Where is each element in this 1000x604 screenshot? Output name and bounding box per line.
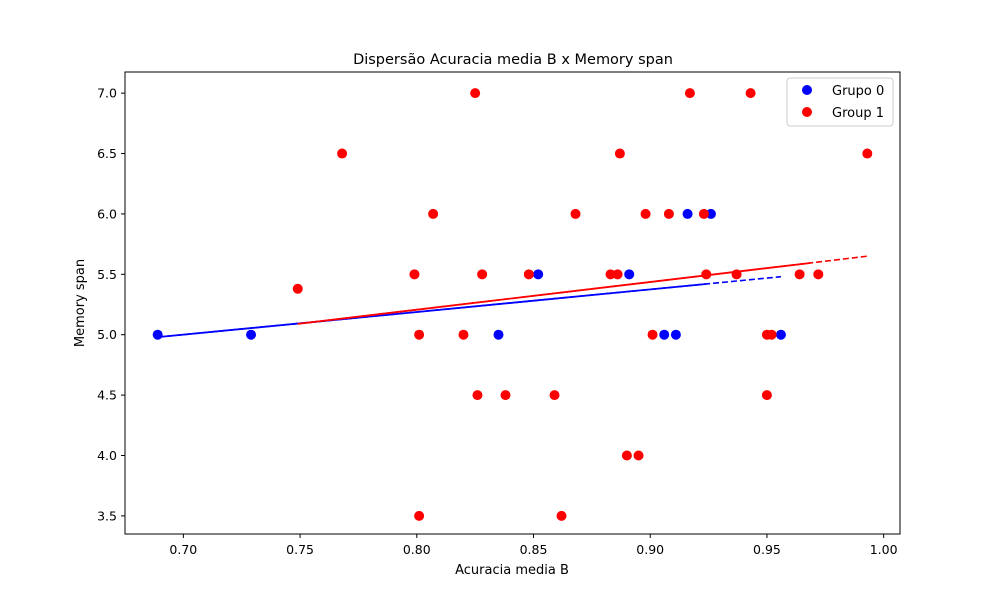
data-point-group-1 — [701, 269, 712, 280]
data-point-group-1 — [428, 208, 439, 219]
y-tick-label: 5.0 — [97, 327, 117, 342]
data-point-group-1 — [337, 148, 348, 159]
x-tick-label: 1.00 — [870, 542, 898, 557]
legend-marker-group-1 — [802, 107, 812, 117]
data-point-group-1 — [761, 390, 772, 401]
data-point-group-1 — [745, 88, 756, 99]
trend-lines-layer — [157, 255, 868, 339]
trend-line-grupo-0-solid — [157, 283, 707, 339]
data-point-group-1 — [663, 208, 674, 219]
y-tick-label: 7.0 — [97, 86, 117, 101]
data-point-grupo-0 — [682, 208, 693, 219]
data-point-group-1 — [633, 450, 644, 461]
data-point-grupo-0 — [493, 329, 504, 340]
x-tick-label: 0.90 — [636, 542, 664, 557]
legend-label-group-1: Group 1 — [832, 106, 884, 121]
data-point-grupo-0 — [246, 329, 257, 340]
x-tick-label: 0.95 — [753, 542, 781, 557]
data-point-group-1 — [698, 208, 709, 219]
data-points-layer — [152, 88, 873, 521]
data-point-group-1 — [640, 208, 651, 219]
data-point-group-1 — [794, 269, 805, 280]
data-point-group-1 — [470, 88, 481, 99]
data-point-group-1 — [766, 329, 777, 340]
data-point-group-1 — [570, 208, 581, 219]
data-point-group-1 — [605, 269, 616, 280]
x-tick-label: 0.85 — [520, 542, 548, 557]
data-point-group-1 — [477, 269, 488, 280]
data-point-group-1 — [621, 450, 632, 461]
y-tick-label: 3.5 — [97, 508, 117, 523]
data-point-group-1 — [458, 329, 469, 340]
data-point-group-1 — [731, 269, 742, 280]
data-point-grupo-0 — [775, 329, 786, 340]
data-point-group-1 — [414, 510, 425, 521]
data-point-group-1 — [414, 329, 425, 340]
data-point-group-1 — [556, 510, 567, 521]
data-point-group-1 — [500, 390, 511, 401]
y-tick-label: 6.0 — [97, 206, 117, 221]
data-point-grupo-0 — [533, 269, 544, 280]
x-tick-label: 0.75 — [286, 542, 314, 557]
data-point-grupo-0 — [152, 329, 163, 340]
x-axis-ticks: 0.70 0.75 0.80 0.85 0.90 0.95 1.00 — [169, 534, 898, 557]
data-point-group-1 — [409, 269, 420, 280]
data-point-grupo-0 — [659, 329, 670, 340]
legend: Grupo 0 Group 1 — [786, 77, 894, 127]
data-point-group-1 — [549, 390, 560, 401]
data-point-group-1 — [292, 283, 303, 294]
data-point-group-1 — [684, 88, 695, 99]
data-point-group-1 — [813, 269, 824, 280]
legend-marker-grupo-0 — [802, 85, 812, 95]
legend-box — [786, 77, 894, 127]
y-axis-label: Memory span — [73, 259, 88, 347]
x-tick-label: 0.80 — [403, 542, 431, 557]
data-point-group-1 — [612, 269, 623, 280]
plot-area-frame — [124, 71, 901, 535]
data-point-group-1 — [523, 269, 534, 280]
data-point-group-1 — [647, 329, 658, 340]
trend-line-group-1-solid — [297, 262, 811, 325]
x-axis-label: Acuracia media B — [455, 563, 569, 578]
y-axis-ticks: 3.5 4.0 4.5 5.0 5.5 6.0 6.5 7.0 — [97, 86, 125, 523]
y-tick-label: 6.5 — [97, 146, 117, 161]
data-point-group-1 — [472, 390, 483, 401]
legend-label-grupo-0: Grupo 0 — [832, 84, 884, 99]
y-tick-label: 4.5 — [97, 388, 117, 403]
data-point-grupo-0 — [670, 329, 681, 340]
y-tick-label: 4.0 — [97, 448, 117, 463]
y-tick-label: 5.5 — [97, 267, 117, 282]
data-point-grupo-0 — [705, 208, 716, 219]
chart-title: Dispersão Acuracia media B x Memory span — [353, 52, 673, 68]
data-point-group-1 — [614, 148, 625, 159]
data-point-group-1 — [862, 148, 873, 159]
x-tick-label: 0.70 — [169, 542, 197, 557]
data-point-grupo-0 — [624, 269, 635, 280]
